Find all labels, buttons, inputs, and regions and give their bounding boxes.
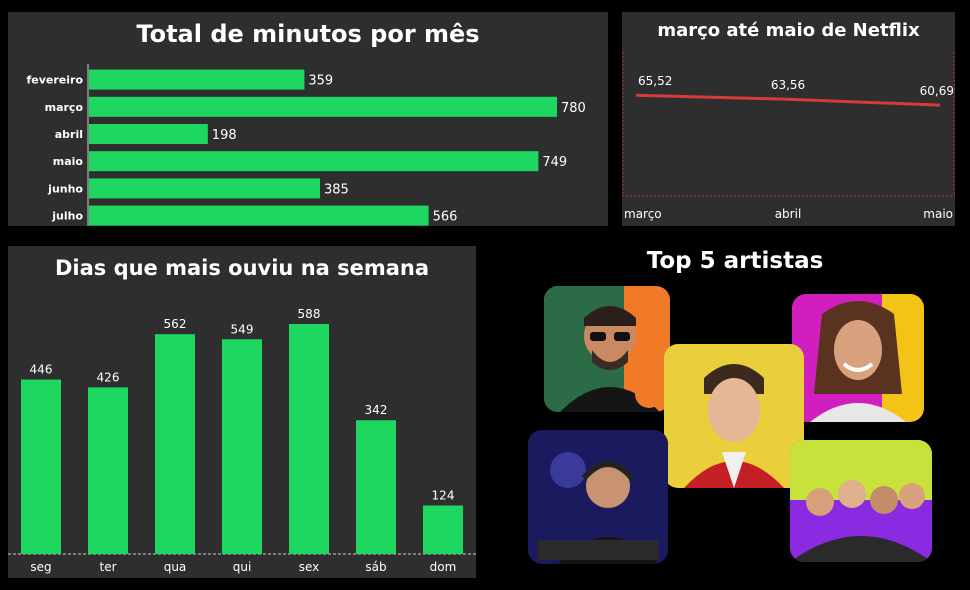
- value-label: 198: [212, 128, 237, 143]
- value-label: 566: [433, 210, 458, 225]
- value-label: 359: [308, 74, 333, 89]
- value-label: 588: [298, 307, 321, 321]
- data-label: 60,69: [920, 84, 954, 98]
- category-label: seg: [30, 560, 51, 574]
- top-artists-panel: Top 5 artistas: [500, 240, 970, 590]
- value-label: 549: [231, 322, 254, 336]
- category-label: sex: [299, 560, 320, 574]
- category-label: ter: [99, 560, 116, 574]
- x-tick-label: março: [624, 207, 662, 221]
- x-tick-label: maio: [923, 207, 953, 221]
- bar: [89, 96, 557, 117]
- artist-photo-young-man-red-jacket: [664, 344, 804, 488]
- bar: [89, 69, 305, 90]
- value-label: 749: [542, 155, 567, 170]
- weekday-bar-chart: 446 seg 426 ter 562 qua 549 qui 588 sex 342 sáb 124 d…: [8, 307, 476, 574]
- artist-photo-dj-headphones: [528, 430, 668, 564]
- netflix-panel: março até maio de Netflix 65,52 março 63,5…: [622, 12, 955, 226]
- category-label: qui: [233, 560, 252, 574]
- netflix-title: março até maio de Netflix: [657, 20, 920, 41]
- value-label: 426: [97, 370, 120, 384]
- bar: [423, 505, 463, 554]
- bar: [89, 178, 320, 199]
- netflix-line-chart: 65,52 março 63,56 abril 60,69 maio: [622, 52, 955, 221]
- bar: [89, 205, 429, 226]
- data-label: 65,52: [638, 74, 672, 88]
- value-label: 342: [365, 403, 388, 417]
- bar: [21, 379, 61, 554]
- category-label: sáb: [365, 560, 386, 574]
- category-label: maio: [53, 155, 84, 168]
- value-label: 780: [561, 101, 586, 116]
- value-label: 124: [432, 488, 455, 502]
- bar: [289, 324, 329, 554]
- bar: [89, 124, 208, 144]
- monthly-minutes-title: Total de minutos por mês: [136, 20, 480, 48]
- category-label: julho: [51, 210, 83, 223]
- value-label: 385: [324, 182, 349, 197]
- category-label: fevereiro: [26, 74, 83, 87]
- bar: [88, 387, 128, 554]
- monthly-minutes-panel: Total de minutos por mês fevereiro 359 mar…: [8, 12, 608, 226]
- weekday-panel: Dias que mais ouviu na semana 446 seg 426 t…: [8, 246, 476, 578]
- x-tick-label: abril: [775, 207, 802, 221]
- weekday-title: Dias que mais ouviu na semana: [54, 256, 430, 280]
- category-label: qua: [164, 560, 187, 574]
- bar: [89, 151, 539, 172]
- category-label: junho: [47, 182, 83, 195]
- monthly-minutes-chart: fevereiro 359 março 780 abril 198 maio 749 junho…: [26, 64, 586, 226]
- category-label: abril: [55, 128, 83, 141]
- value-label: 562: [164, 317, 187, 331]
- category-label: março: [45, 101, 84, 114]
- value-label: 446: [30, 363, 53, 377]
- bar: [356, 420, 396, 554]
- bar: [222, 339, 262, 554]
- category-label: dom: [430, 560, 457, 574]
- top-artists-title: Top 5 artistas: [646, 248, 824, 274]
- artist-photo-man-with-glasses: [544, 286, 670, 412]
- series-line: [635, 93, 941, 107]
- data-label: 63,56: [771, 78, 805, 92]
- artist-photo-group: [790, 440, 932, 562]
- artist-photo-woman-smiling: [792, 294, 924, 422]
- bar: [155, 334, 195, 554]
